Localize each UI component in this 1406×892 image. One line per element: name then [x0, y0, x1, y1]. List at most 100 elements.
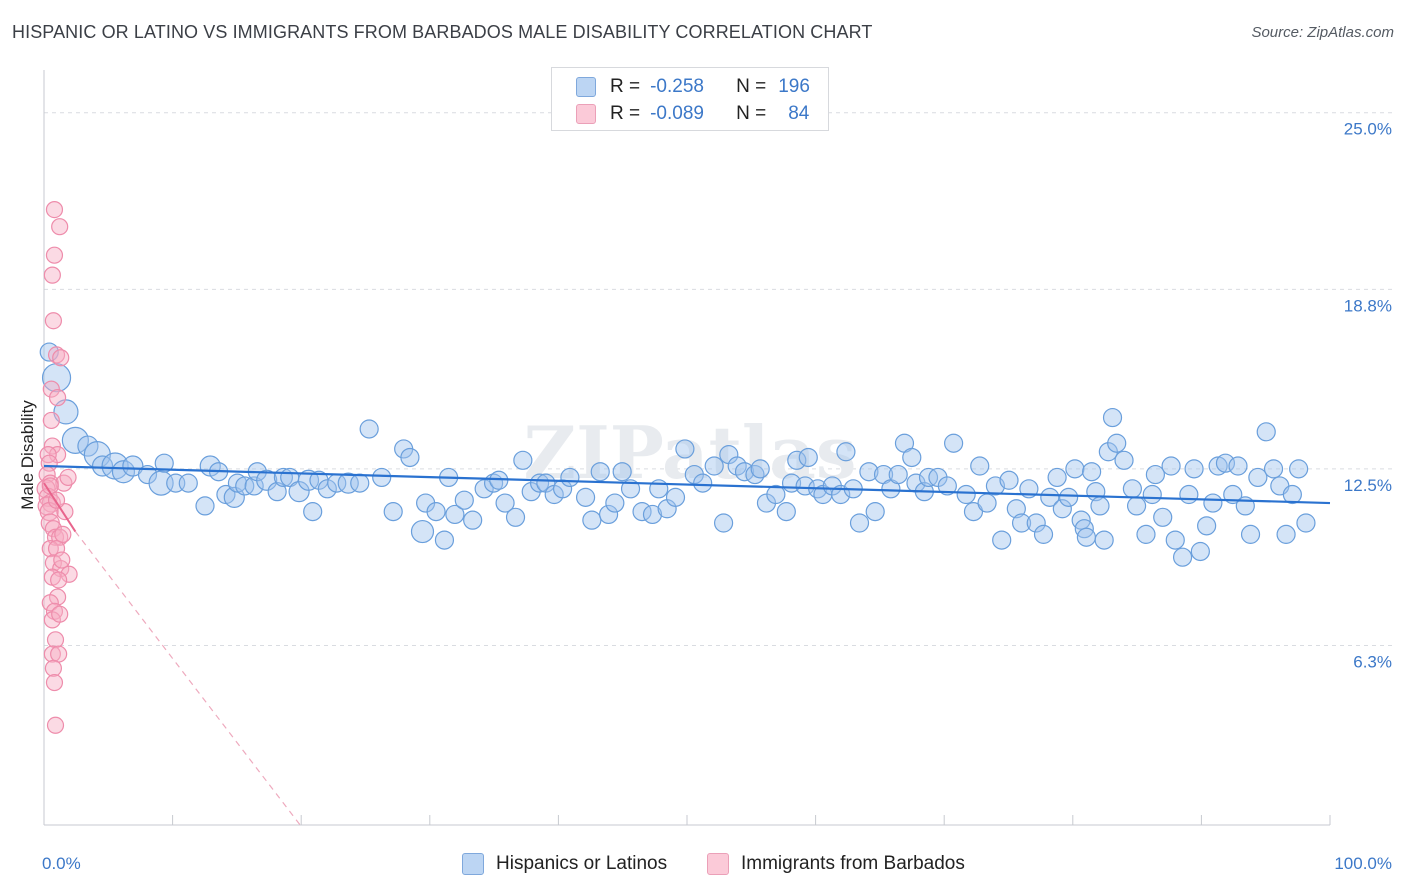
- hispanic-trend-line: [43, 464, 1331, 505]
- r-value: -0.089: [650, 103, 704, 124]
- hispanic-point: [1276, 524, 1296, 544]
- hispanic-point: [1289, 459, 1309, 479]
- legend-label: Immigrants from Barbados: [741, 853, 965, 874]
- hispanic-point: [642, 504, 663, 525]
- hispanic-point: [1296, 513, 1316, 533]
- hispanic-point: [529, 473, 550, 493]
- hispanic-point: [1263, 459, 1284, 479]
- barbados-point: [43, 645, 61, 663]
- hispanic-point: [836, 442, 856, 462]
- y-tick-label: 25.0%: [1344, 120, 1392, 139]
- hispanic-point: [1248, 467, 1268, 488]
- barbados-point: [50, 571, 68, 589]
- legend-swatch-pink: [707, 853, 729, 875]
- hispanic-point: [999, 470, 1019, 490]
- hispanic-point: [704, 456, 724, 476]
- hispanic-point: [598, 504, 619, 525]
- barbados-point: [59, 468, 77, 487]
- hispanic-point: [474, 479, 494, 499]
- hispanic-point: [1215, 453, 1236, 473]
- hispanic-point: [992, 530, 1012, 550]
- hispanic-point: [944, 433, 964, 453]
- hispanic-point: [297, 469, 320, 491]
- hispanic-point: [552, 479, 573, 499]
- hispanic-point: [937, 476, 957, 496]
- hispanic-point: [693, 473, 713, 493]
- hispanic-point: [665, 487, 686, 507]
- hispanic-point: [1179, 484, 1199, 505]
- legend-swatch-pink: [576, 104, 596, 124]
- hispanic-point: [977, 493, 997, 513]
- x-tick-label: 100.0%: [1334, 854, 1392, 873]
- hispanic-point: [575, 487, 596, 507]
- hispanic-point: [61, 426, 89, 454]
- hispanic-point: [111, 460, 136, 484]
- hispanic-point: [1047, 467, 1067, 488]
- hispanic-point: [1142, 484, 1162, 505]
- n-label: N =: [736, 103, 767, 124]
- barbados-point: [46, 716, 65, 734]
- hispanic-point: [400, 447, 420, 468]
- hispanic-point: [582, 510, 602, 530]
- hispanic-point: [454, 490, 474, 510]
- hispanic-point: [350, 473, 370, 493]
- hispanic-point: [1145, 464, 1165, 485]
- hispanic-point: [1114, 450, 1134, 470]
- hispanic-point: [1040, 487, 1060, 507]
- hispanic-point: [1203, 493, 1223, 513]
- hispanic-point: [605, 493, 625, 513]
- hispanic-point: [1282, 484, 1302, 505]
- barbados-point: [51, 605, 69, 623]
- hispanic-point: [1076, 527, 1096, 547]
- hispanic-point: [1240, 524, 1261, 544]
- hispanic-point: [745, 464, 765, 485]
- hispanic-point: [776, 502, 796, 522]
- hispanic-point: [1172, 547, 1193, 567]
- hispanic-point: [1256, 422, 1276, 442]
- y-tick-label: 12.5%: [1344, 476, 1392, 495]
- barbados-trend-extension: [74, 531, 301, 826]
- legend-row-hispanic: R = -0.258 N = 196: [576, 75, 810, 99]
- barbados-point: [44, 659, 63, 677]
- barbados-point: [54, 525, 72, 543]
- hispanic-point: [1136, 524, 1156, 544]
- barbados-point: [46, 631, 65, 649]
- hispanic-point: [426, 502, 446, 522]
- x-tick-label: 0.0%: [42, 854, 81, 873]
- source-label: Source: ZipAtlas.com: [1251, 24, 1394, 41]
- hispanic-point: [1161, 456, 1181, 476]
- barbados-point: [45, 246, 64, 264]
- hispanic-point: [195, 496, 215, 516]
- barbados-point: [53, 551, 71, 569]
- hispanic-point: [359, 419, 379, 439]
- hispanic-point: [620, 479, 641, 499]
- hispanic-point: [1090, 496, 1110, 516]
- barbados-trend-line: [43, 482, 77, 533]
- hispanic-point: [970, 456, 990, 476]
- legend-item-barbados: Immigrants from Barbados: [707, 851, 965, 877]
- hispanic-point: [787, 450, 807, 470]
- barbados-point: [41, 540, 59, 558]
- hispanic-point: [372, 467, 392, 488]
- hispanic-point: [303, 502, 323, 522]
- hispanic-point: [560, 467, 580, 488]
- hispanic-point: [1197, 516, 1217, 536]
- hispanic-point: [849, 513, 870, 533]
- hispanic-point: [1059, 487, 1079, 507]
- hispanic-point: [1107, 433, 1127, 453]
- hispanic-point: [1126, 496, 1147, 516]
- hispanic-point: [410, 519, 435, 544]
- barbados-point: [44, 312, 63, 330]
- hispanic-point: [41, 363, 72, 393]
- hispanic-point: [798, 447, 818, 468]
- barbados-point: [39, 446, 57, 464]
- hispanic-point: [1184, 459, 1204, 479]
- hispanic-point: [859, 462, 879, 482]
- hispanic-point: [766, 484, 786, 505]
- hispanic-point: [750, 459, 770, 479]
- n-value: 84: [788, 103, 810, 124]
- hispanic-point: [505, 507, 526, 527]
- legend-item-hispanic: Hispanics or Latinos: [462, 851, 667, 877]
- hispanic-point: [795, 476, 815, 496]
- barbados-point: [42, 411, 60, 430]
